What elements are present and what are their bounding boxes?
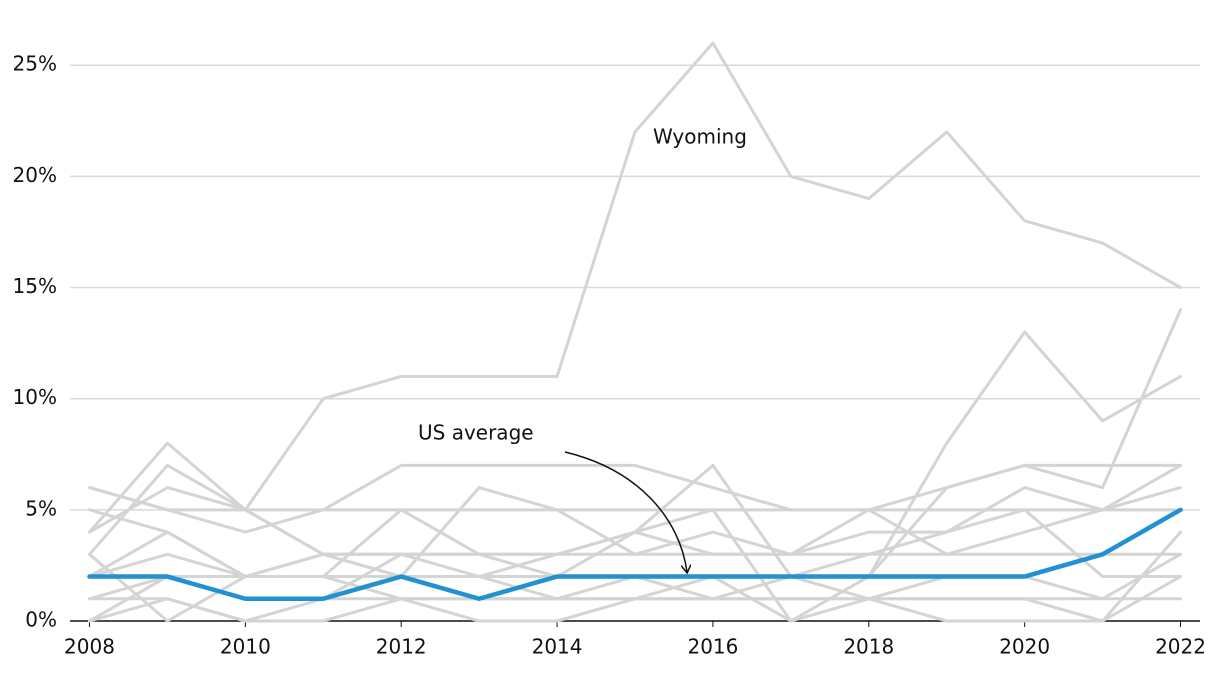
series-line bbox=[87, 575, 1183, 623]
x-tick-label: 2018 bbox=[843, 635, 894, 659]
x-tick-label: 2020 bbox=[999, 635, 1050, 659]
lines bbox=[87, 41, 1183, 623]
x-tick-label: 2016 bbox=[687, 635, 738, 659]
series-line bbox=[87, 41, 1183, 534]
y-tick-label: 5% bbox=[25, 496, 57, 520]
annotation-arrow bbox=[564, 451, 687, 572]
y-tick-label: 10% bbox=[13, 385, 57, 409]
x-tick-label: 2012 bbox=[376, 635, 427, 659]
series-label: Wyoming bbox=[653, 125, 747, 149]
series-line bbox=[87, 486, 1183, 512]
y-tick-label: 20% bbox=[13, 163, 57, 187]
y-tick-label: 15% bbox=[13, 274, 57, 298]
series-line bbox=[87, 308, 1183, 579]
series-line bbox=[87, 552, 1183, 623]
series-line bbox=[87, 463, 1183, 579]
series-line bbox=[87, 508, 1183, 579]
y-tick-label: 0% bbox=[25, 608, 57, 632]
labels: 0% 5% 10% 15% 20% 25% 2008 2010 2012 2014 2016 2018… bbox=[13, 52, 1206, 659]
series-line bbox=[87, 575, 1183, 601]
x-tick-label: 2022 bbox=[1155, 635, 1206, 659]
grid bbox=[70, 64, 1200, 627]
x-tick-label: 2014 bbox=[532, 635, 583, 659]
x-tick-label: 2008 bbox=[64, 635, 115, 659]
series-label: US average bbox=[418, 421, 534, 445]
series-line bbox=[87, 507, 1183, 602]
x-tick-label: 2010 bbox=[220, 635, 271, 659]
y-tick-label: 25% bbox=[13, 52, 57, 76]
